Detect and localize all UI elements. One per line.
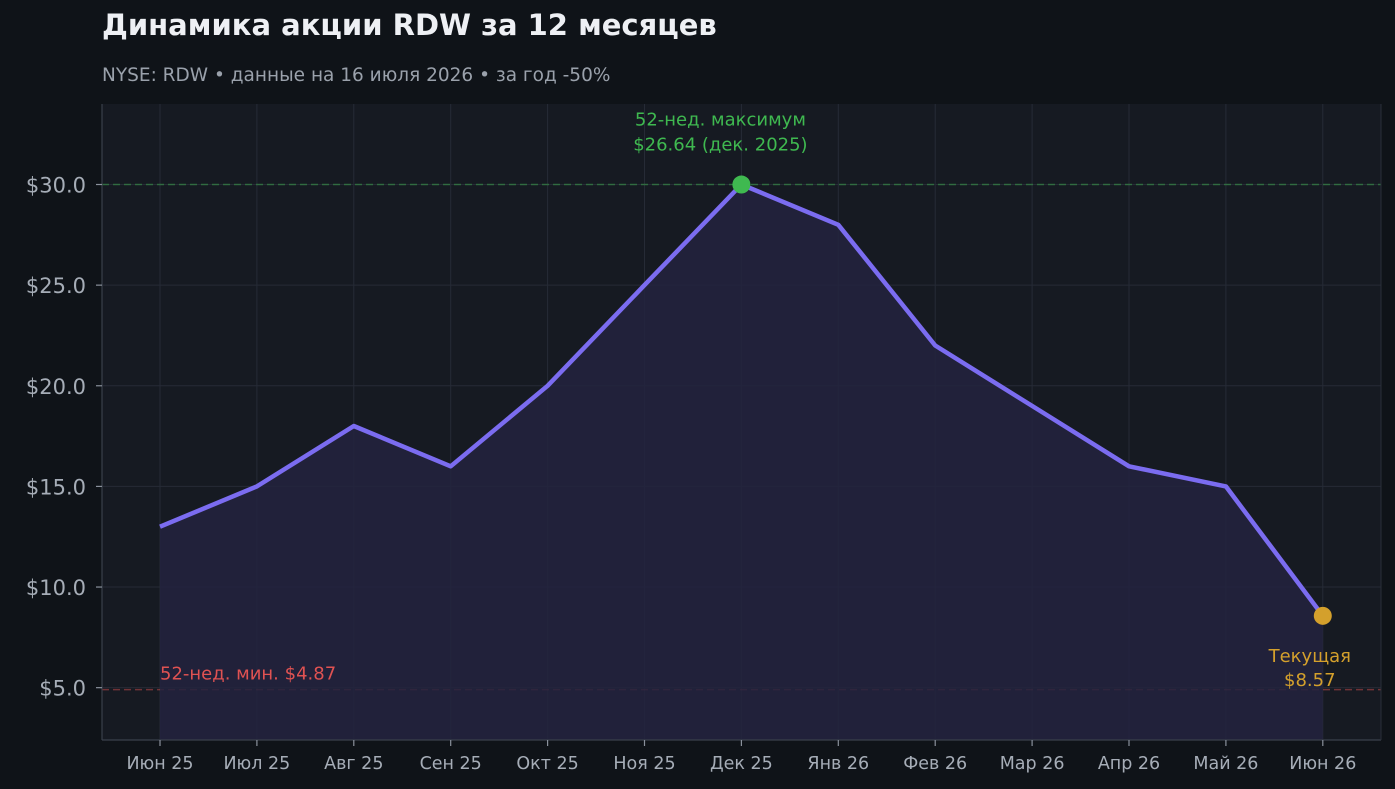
current-annotation-label: Текущая: [1268, 646, 1351, 667]
x-tick-label: Окт 25: [516, 754, 578, 774]
high-annotation-value: $26.64 (дек. 2025): [633, 135, 807, 156]
chart-subtitle: NYSE: RDW • данные на 16 июля 2026 • за …: [102, 65, 611, 86]
low-annotation: 52-нед. мин. $4.87: [160, 664, 336, 685]
x-tick-label: Фев 26: [903, 754, 967, 774]
x-tick-label: Июн 25: [126, 754, 193, 774]
x-tick-label: Сен 25: [420, 754, 482, 774]
y-tick-label: $5.0: [39, 677, 86, 701]
high-marker: [732, 175, 751, 194]
x-tick-label: Мар 26: [1000, 754, 1065, 774]
y-tick-label: $30.0: [26, 174, 86, 198]
y-tick-label: $10.0: [26, 576, 86, 600]
y-axis-ticks: $5.0 $10.0 $15.0 $20.0 $25.0 $30.0: [26, 174, 102, 701]
current-annotation-value: $8.57: [1284, 670, 1336, 691]
x-tick-label: Янв 26: [807, 754, 869, 774]
x-tick-label: Июл 25: [223, 754, 290, 774]
high-annotation-label: 52-нед. максимум: [635, 110, 806, 131]
y-tick-label: $15.0: [26, 475, 86, 499]
price-area-fill: [160, 184, 1323, 740]
x-tick-label: Авг 25: [324, 754, 383, 774]
y-tick-label: $25.0: [26, 274, 86, 298]
x-tick-label: Ноя 25: [613, 754, 675, 774]
chart-title: Динамика акции RDW за 12 месяцев: [102, 8, 717, 42]
data-points: [732, 175, 1332, 625]
y-tick-label: $20.0: [26, 375, 86, 399]
x-tick-label: Июн 26: [1289, 754, 1356, 774]
x-tick-label: Май 26: [1193, 754, 1258, 774]
x-tick-label: Дек 25: [710, 754, 773, 774]
x-axis-ticks: Июн 25 Июл 25 Авг 25 Сен 25 Окт 25 Ноя 25 Дек …: [126, 740, 1356, 774]
current-marker: [1313, 606, 1332, 625]
x-tick-label: Апр 26: [1098, 754, 1160, 774]
annotations: 52-нед. максимум $26.64 (дек. 2025) 52-н…: [160, 110, 1351, 691]
